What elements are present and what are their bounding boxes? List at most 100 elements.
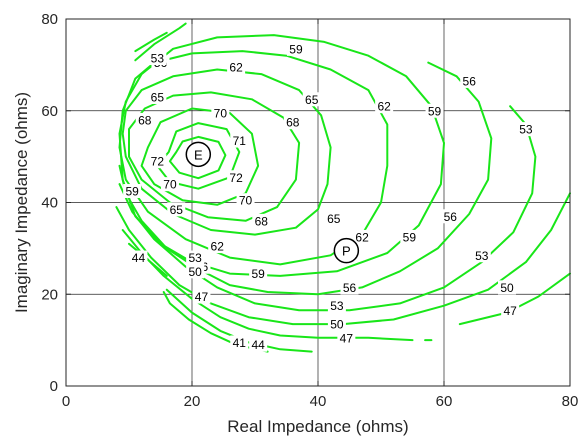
contour-label-47: 47 [340,331,354,345]
contour-label-59: 59 [251,267,265,281]
marker-p-circle [333,237,360,264]
x-tick-label: 40 [310,393,327,410]
contour-label-bg [516,122,535,137]
contour-label-bg [302,92,321,107]
contour-line-68 [128,91,301,222]
contour-label-62: 62 [211,240,225,254]
contour-label-59: 59 [403,230,417,244]
contour-label-bg [460,73,479,88]
marker-e-circle [185,141,212,168]
contour-label-62: 62 [229,61,243,75]
contour-label-59: 59 [428,104,442,118]
contour-line-71 [156,122,241,190]
y-tick-label: 0 [50,378,58,395]
contour-label-bg [227,60,246,75]
contour-label-bg [327,298,346,313]
contour-label-bg [148,50,167,65]
contour-label-59: 59 [125,185,139,199]
contour-label-bg [230,335,249,350]
y-tick-label: 20 [41,286,58,303]
contour-line-44 [128,242,168,277]
contour-label-71: 71 [233,134,247,148]
contour-label-72: 72 [229,171,243,185]
contour-label-56: 56 [444,210,458,224]
contour-label-50: 50 [330,318,344,332]
contour-label-bg [249,337,268,352]
contour-label-bg [236,193,255,208]
contour-label-bg [286,41,305,56]
contour-label-68: 68 [255,214,269,228]
y-tick-label: 60 [41,103,58,120]
contour-label-bg [441,209,460,224]
contour-label-bg [501,303,520,318]
contour-label-bg [337,330,356,345]
contour-label-bg [208,239,227,254]
contour-label-62: 62 [355,230,369,244]
contour-label-bg [192,289,211,304]
x-tick-label: 60 [436,393,453,410]
x-tick-label: 80 [562,393,579,410]
contour-label-50: 50 [500,281,514,295]
x-tick-label: 0 [62,393,70,410]
marker-p-label: P [342,244,351,259]
contour-label-53: 53 [475,249,489,263]
contour-line-50 [115,192,571,326]
contour-label-44: 44 [251,338,265,352]
contour-label-53: 53 [330,299,344,313]
contour-label-bg [375,99,394,114]
contour-label-bg [283,115,302,130]
contour-label-72: 72 [151,155,165,169]
contour-line-65 [121,68,332,236]
contour-label-bg [230,133,249,148]
contour-line-70 [140,107,260,206]
contour-line-56 [134,22,187,62]
contour-label-bg [340,280,359,295]
contour-lines [115,22,571,353]
contour-line-53 [134,31,168,53]
contour-label-65: 65 [327,212,341,226]
contour-label-41: 41 [233,336,247,350]
contour-label-bg [135,112,154,127]
contour-label-bg [211,106,230,121]
contour-label-53: 53 [151,51,165,65]
contour-label-bg [353,229,372,244]
contour-label-56: 56 [343,281,357,295]
y-axis-label: Imaginary Impedance (ohms) [12,92,31,313]
contour-label-bg [186,250,205,265]
contour-label-bg [186,264,205,279]
contour-line-56 [118,61,493,296]
contour-label-53: 53 [519,123,533,137]
contour-label-bg [425,103,444,118]
contour-line-72 [168,135,227,180]
y-tick-label: 40 [41,195,58,212]
contour-label-44: 44 [132,251,146,265]
contour-label-bg [498,280,516,295]
contour-label-68: 68 [138,113,152,127]
contour-label-bg [167,202,186,217]
contour-label-56: 56 [463,74,477,88]
contour-label-65: 65 [305,93,319,107]
contour-label-bg [252,213,271,228]
contour-label-bg [227,170,246,185]
contour-label-70: 70 [163,178,177,192]
contour-label-59: 59 [289,42,303,56]
contour-label-68: 68 [286,116,300,130]
contour-label-53: 53 [188,251,202,265]
contour-label-bg [129,250,148,265]
contour-line-53 [118,105,537,312]
contour-label-47: 47 [503,304,517,318]
contour-label-bg [249,266,268,281]
contour-label-70: 70 [214,107,228,121]
marker-e-label: E [194,147,203,162]
contour-label-bg [148,154,167,169]
contour-label-bg [148,89,167,104]
x-axis-label: Real Impedance (ohms) [227,417,408,436]
contour-label-62: 62 [377,100,391,114]
x-tick-label: 20 [184,393,201,410]
contour-label-bg [324,211,343,226]
contour-label-bg [400,229,419,244]
markers: EP [185,141,360,264]
axes: 0 20 40 60 80 0 20 40 60 80 [41,11,578,410]
contour-label-bg [472,248,491,263]
